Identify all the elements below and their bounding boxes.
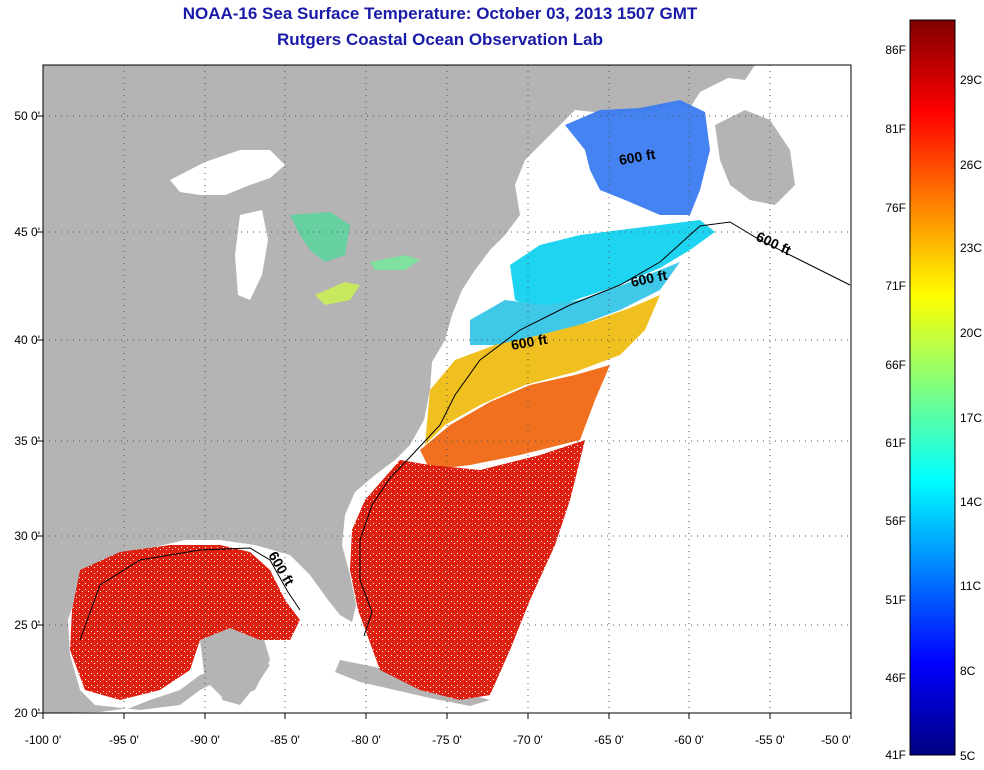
colorbar-label-f: 41F <box>885 748 906 762</box>
colorbar-label-c: 5C <box>960 749 976 763</box>
contour-label: 600 ft <box>618 146 657 168</box>
y-tick-label: 45 0' <box>14 225 40 239</box>
colorbar-label-f: 86F <box>885 43 906 57</box>
sst-mid-atlantic <box>425 295 660 445</box>
lake-huron <box>290 212 350 262</box>
sst-scotian-shelf <box>510 220 715 310</box>
contour-label: 600 ft <box>629 267 668 290</box>
x-tick-label: -70 0' <box>513 733 543 747</box>
x-tick-label: -50 0' <box>821 733 851 747</box>
sst-sargasso <box>350 440 585 700</box>
isobath-600ft <box>359 221 851 637</box>
x-tick-label: -90 0' <box>190 733 220 747</box>
isobath-600ft-gulf <box>79 547 301 641</box>
contour-label: 600 ft <box>510 331 549 353</box>
colorbar-label-f: 76F <box>885 201 906 215</box>
lake-superior <box>170 150 285 195</box>
sst-gulf-of-mexico <box>70 545 300 700</box>
lake-erie <box>315 282 360 305</box>
map-title: NOAA-16 Sea Surface Temperature: October… <box>182 4 698 23</box>
lake-ontario <box>370 255 420 270</box>
x-tick-label: -65 0' <box>594 733 624 747</box>
y-tick-label: 40 0' <box>14 333 40 347</box>
x-tick-label: -85 0' <box>270 733 300 747</box>
x-tick-label: -55 0' <box>755 733 785 747</box>
colorbar-label-f: 46F <box>885 671 906 685</box>
colorbar-label-f: 66F <box>885 358 906 372</box>
y-tick-label: 20 0' <box>14 706 40 720</box>
x-tick-label: -95 0' <box>109 733 139 747</box>
x-tick-label: -75 0' <box>432 733 462 747</box>
colorbar <box>909 19 956 756</box>
colorbar-label-f: 61F <box>885 436 906 450</box>
land-yucatan <box>200 625 270 700</box>
land-newfoundland <box>715 110 795 205</box>
colorbar-label-c: 14C <box>960 495 983 509</box>
y-tick-label: 30 0' <box>14 529 40 543</box>
y-tick-label: 25 0' <box>14 618 40 632</box>
x-tick-label: -80 0' <box>351 733 381 747</box>
colorbar-label-c: 26C <box>960 158 983 172</box>
colorbar-label-f: 56F <box>885 514 906 528</box>
y-tick-label: 35 0' <box>14 434 40 448</box>
sst-gulf-of-st-lawrence <box>565 100 710 215</box>
axis-ticks <box>37 115 852 719</box>
map-subtitle: Rutgers Coastal Ocean Observation Lab <box>277 30 603 49</box>
gridlines <box>43 65 851 713</box>
colorbar-label-f: 51F <box>885 593 906 607</box>
colorbar-label-c: 8C <box>960 664 976 678</box>
land-north-america <box>43 65 755 713</box>
colorbar-label-c: 17C <box>960 411 983 425</box>
colorbar-label-c: 20C <box>960 326 983 340</box>
colorbar-label-c: 23C <box>960 241 983 255</box>
colorbar-label-f: 81F <box>885 122 906 136</box>
colorbar-label-f: 71F <box>885 279 906 293</box>
sst-gulf-stream <box>420 365 610 470</box>
colorbar-label-c: 29C <box>960 73 983 87</box>
x-tick-label: -60 0' <box>674 733 704 747</box>
x-tick-label: -100 0' <box>24 733 62 747</box>
y-tick-label: 50 0' <box>14 109 40 123</box>
colorbar-label-c: 11C <box>960 579 982 593</box>
